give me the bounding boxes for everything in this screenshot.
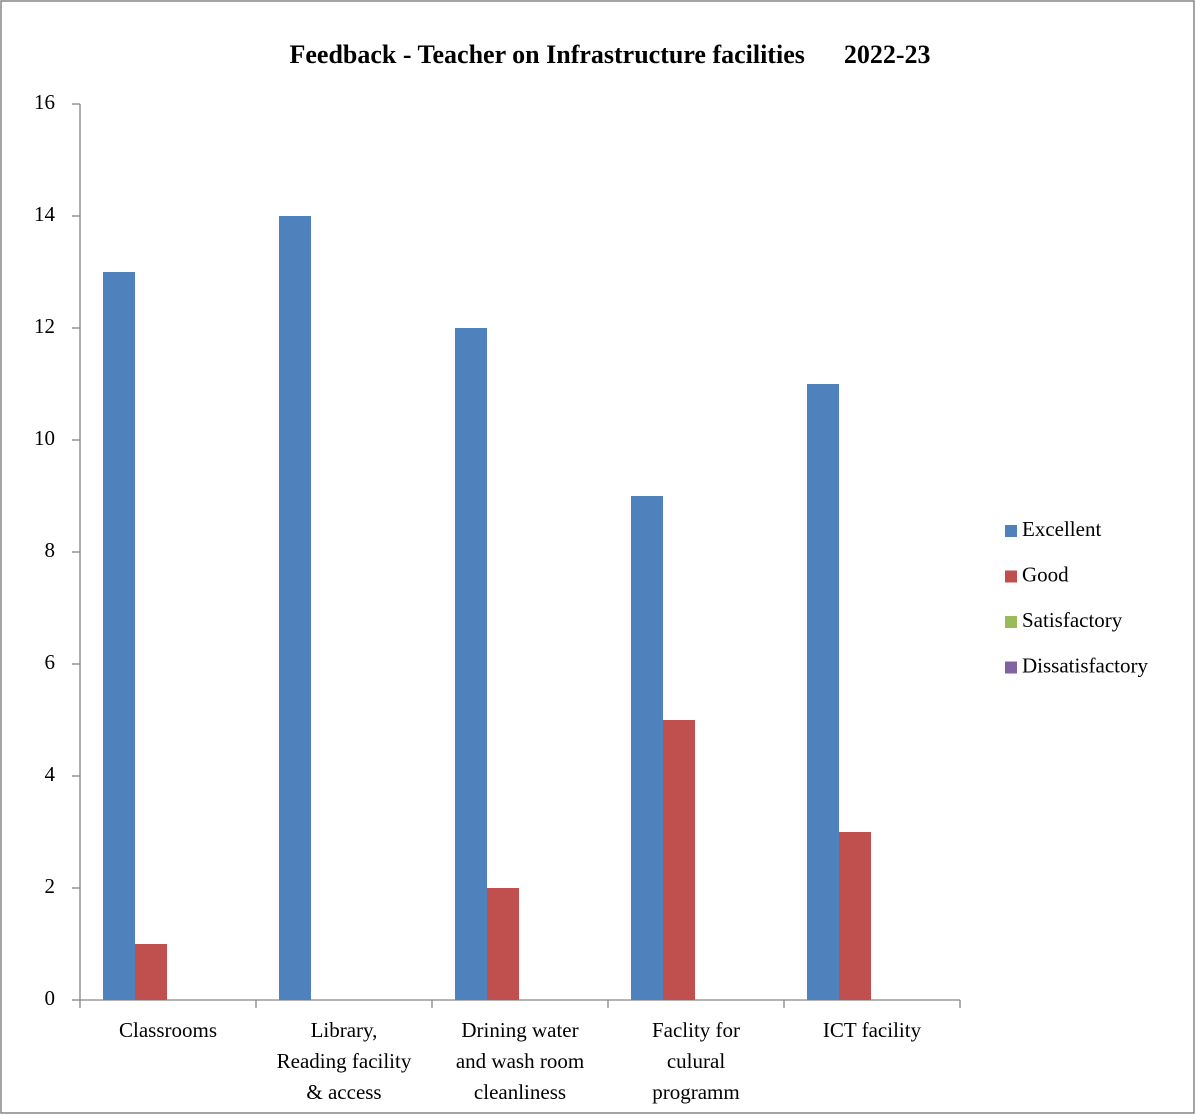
bar (103, 272, 135, 1000)
y-tick-label: 12 (34, 314, 55, 338)
x-tick-label: Library, (311, 1018, 378, 1042)
bar (631, 496, 663, 1000)
legend-swatch (1005, 525, 1017, 537)
y-tick-label: 16 (34, 90, 55, 114)
legend-label: Dissatisfactory (1022, 653, 1148, 677)
legend-swatch (1005, 616, 1017, 628)
x-tick-label: & access (306, 1080, 381, 1104)
x-tick-label: ICT facility (823, 1018, 922, 1042)
y-tick-label: 6 (45, 650, 56, 674)
x-tick-label: cleanliness (474, 1080, 566, 1104)
y-tick-label: 0 (45, 986, 56, 1010)
legend-swatch (1005, 661, 1017, 674)
legend-label: Satisfactory (1022, 608, 1123, 632)
x-tick-label: Reading facility (277, 1049, 412, 1073)
x-tick-label: Classrooms (119, 1018, 217, 1042)
y-tick-label: 4 (45, 762, 56, 786)
bar (663, 720, 695, 1000)
x-tick-label: Faclity for (652, 1018, 740, 1042)
bar (807, 384, 839, 1000)
chart-title: Feedback - Teacher on Infrastructure fac… (289, 40, 930, 69)
legend-label: Excellent (1022, 517, 1101, 541)
y-tick-label: 8 (45, 538, 56, 562)
x-tick-label: and wash room (456, 1049, 584, 1073)
legend-label: Good (1022, 562, 1069, 586)
y-tick-label: 2 (45, 874, 56, 898)
x-tick-label: culural (667, 1049, 725, 1073)
bar (279, 216, 311, 1000)
bar (839, 832, 871, 1000)
x-tick-label: Drining water (461, 1018, 578, 1042)
y-tick-label: 14 (34, 202, 56, 226)
x-tick-label: programm (652, 1080, 739, 1104)
bar (487, 888, 519, 1000)
bar (135, 944, 167, 1000)
legend-swatch (1005, 570, 1017, 583)
bar (455, 328, 487, 1000)
y-tick-label: 10 (34, 426, 55, 450)
